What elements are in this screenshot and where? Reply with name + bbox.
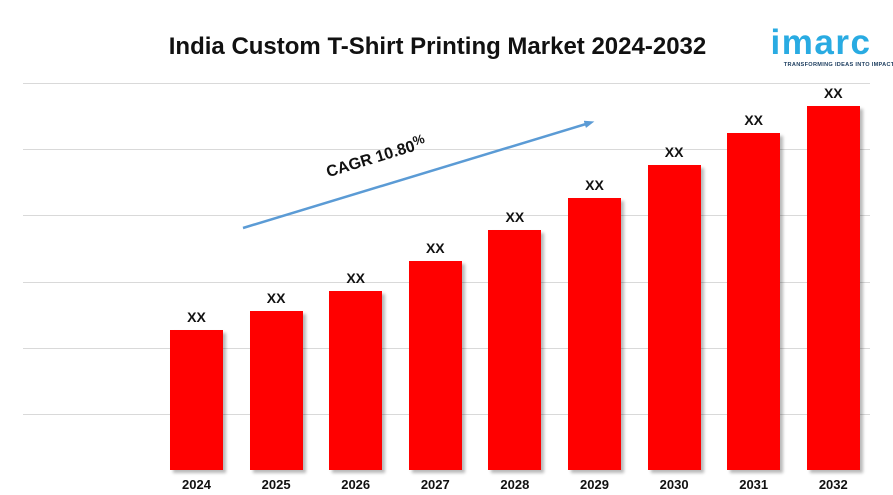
bar-2031	[727, 133, 781, 470]
value-label-2025: XX	[266, 290, 286, 306]
bar-2026	[329, 291, 383, 470]
bar-2028	[488, 230, 542, 470]
value-label-2032: XX	[823, 85, 843, 101]
category-label-2031: 2031	[739, 477, 769, 492]
category-label-2029: 2029	[580, 477, 609, 492]
gridline	[23, 83, 870, 84]
value-label-2028: XX	[505, 209, 525, 225]
bar-2030	[647, 165, 701, 470]
value-label-2029: XX	[585, 177, 604, 193]
category-label-2024: 2024	[182, 477, 211, 492]
category-label-2032: 2032	[818, 477, 848, 492]
bar-2029	[568, 198, 621, 470]
value-label-2030: XX	[664, 144, 684, 160]
value-label-2027: XX	[425, 240, 445, 256]
cagr-annotation: CAGR 10.80%	[324, 131, 428, 183]
category-label-2028: 2028	[500, 477, 530, 492]
imarc-logo-tagline: TRANSFORMING IDEAS INTO IMPACT	[783, 61, 893, 68]
bar-2027	[408, 261, 462, 470]
imarc-logo-wordmark: imarc	[770, 23, 872, 62]
imarc-logo: imarc TRANSFORMING IDEAS INTO IMPACT	[761, 23, 893, 71]
value-label-2024: XX	[187, 309, 206, 325]
category-label-2026: 2026	[341, 477, 371, 492]
category-label-2030: 2030	[659, 477, 689, 492]
cagr-text: CAGR 10.80	[324, 138, 418, 182]
value-label-2026: XX	[346, 270, 366, 286]
category-label-2027: 2027	[420, 477, 450, 492]
bar-2024	[170, 330, 223, 470]
bar-2032	[806, 106, 860, 470]
category-label-2025: 2025	[261, 477, 291, 492]
bar-2025	[249, 311, 303, 470]
chart-title: India Custom T-Shirt Printing Market 202…	[168, 33, 707, 60]
value-label-2031: XX	[744, 112, 764, 128]
